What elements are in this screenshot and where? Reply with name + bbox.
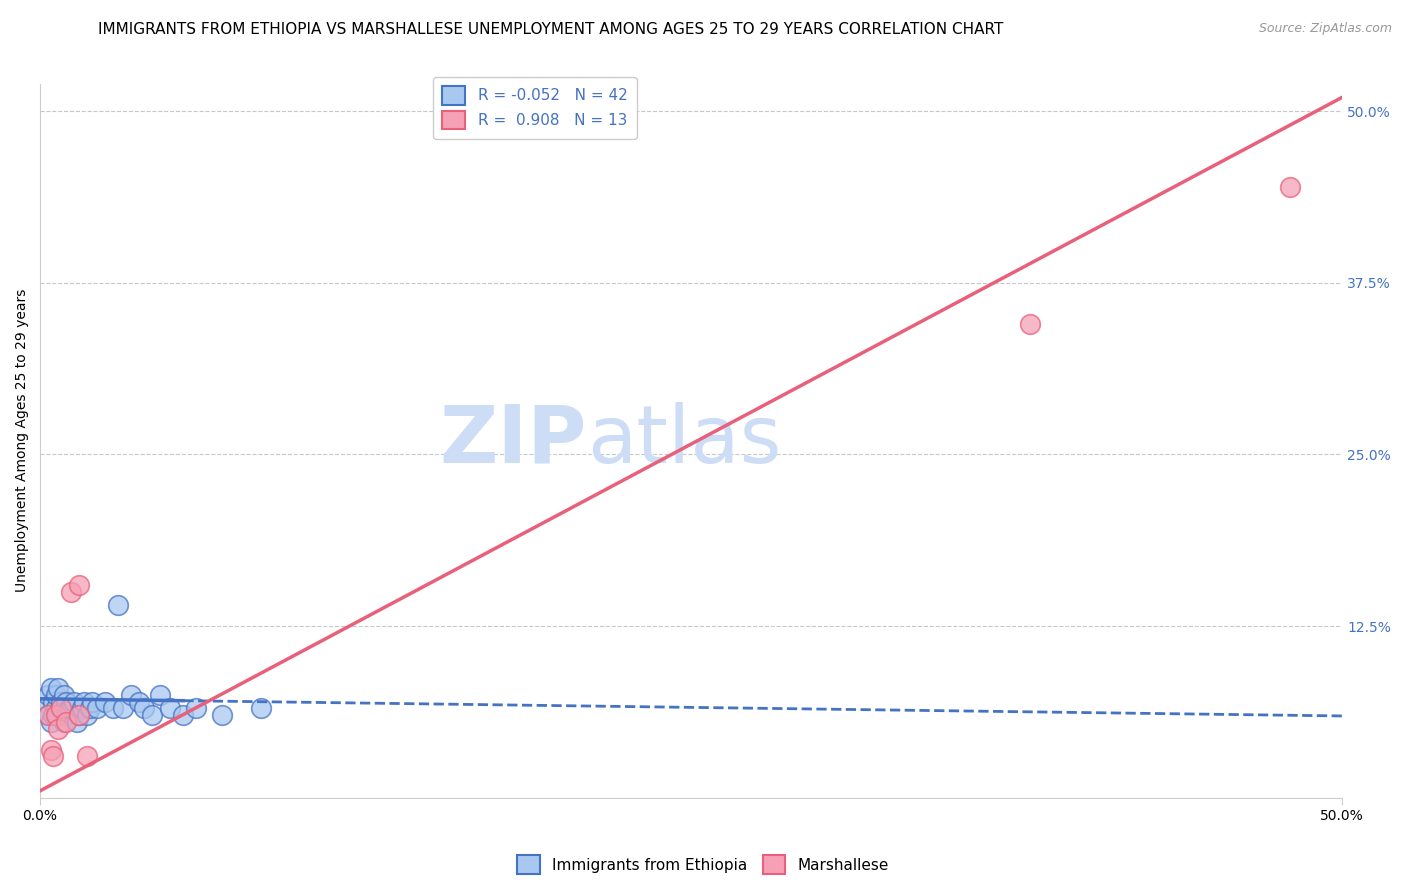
- Point: [94, 694, 117, 708]
- Point: [42, 708, 65, 723]
- Point: [60, 584, 83, 599]
- Point: [60, 701, 83, 715]
- Text: ZIP: ZIP: [440, 401, 588, 480]
- Point: [86, 701, 108, 715]
- Point: [39, 681, 62, 695]
- Point: [45, 688, 67, 702]
- Point: [42, 749, 65, 764]
- Point: [159, 701, 181, 715]
- Point: [37, 688, 59, 702]
- Point: [55, 708, 77, 723]
- Point: [107, 599, 129, 613]
- Point: [67, 708, 90, 723]
- Point: [52, 715, 75, 730]
- Point: [37, 708, 59, 723]
- Point: [1279, 179, 1302, 194]
- Text: Source: ZipAtlas.com: Source: ZipAtlas.com: [1258, 22, 1392, 36]
- Point: [45, 708, 67, 723]
- Point: [42, 694, 65, 708]
- Point: [55, 715, 77, 730]
- Point: [120, 688, 142, 702]
- Point: [49, 701, 72, 715]
- Point: [49, 694, 72, 708]
- Point: [250, 701, 273, 715]
- Point: [82, 694, 104, 708]
- Point: [112, 701, 135, 715]
- Point: [46, 722, 69, 736]
- Point: [76, 749, 98, 764]
- Point: [211, 708, 233, 723]
- Point: [63, 694, 86, 708]
- Point: [1018, 317, 1040, 331]
- Point: [49, 701, 72, 715]
- Point: [134, 701, 156, 715]
- Point: [141, 708, 163, 723]
- Y-axis label: Unemployment Among Ages 25 to 29 years: Unemployment Among Ages 25 to 29 years: [15, 289, 30, 592]
- Legend: R = -0.052   N = 42, R =  0.908   N = 13: R = -0.052 N = 42, R = 0.908 N = 13: [433, 77, 637, 138]
- Point: [76, 708, 98, 723]
- Point: [67, 708, 90, 723]
- Point: [45, 701, 67, 715]
- Point: [67, 578, 90, 592]
- Point: [128, 694, 150, 708]
- Point: [79, 701, 101, 715]
- Text: atlas: atlas: [588, 401, 782, 480]
- Point: [34, 701, 56, 715]
- Legend: Immigrants from Ethiopia, Marshallese: Immigrants from Ethiopia, Marshallese: [510, 849, 896, 880]
- Point: [172, 708, 194, 723]
- Point: [101, 701, 124, 715]
- Point: [65, 715, 87, 730]
- Point: [55, 694, 77, 708]
- Point: [73, 694, 96, 708]
- Point: [37, 708, 59, 723]
- Point: [39, 715, 62, 730]
- Point: [186, 701, 208, 715]
- Point: [46, 681, 69, 695]
- Point: [52, 688, 75, 702]
- Point: [39, 742, 62, 756]
- Point: [70, 701, 93, 715]
- Point: [149, 688, 172, 702]
- Point: [46, 708, 69, 723]
- Point: [58, 701, 80, 715]
- Text: IMMIGRANTS FROM ETHIOPIA VS MARSHALLESE UNEMPLOYMENT AMONG AGES 25 TO 29 YEARS C: IMMIGRANTS FROM ETHIOPIA VS MARSHALLESE …: [98, 22, 1004, 37]
